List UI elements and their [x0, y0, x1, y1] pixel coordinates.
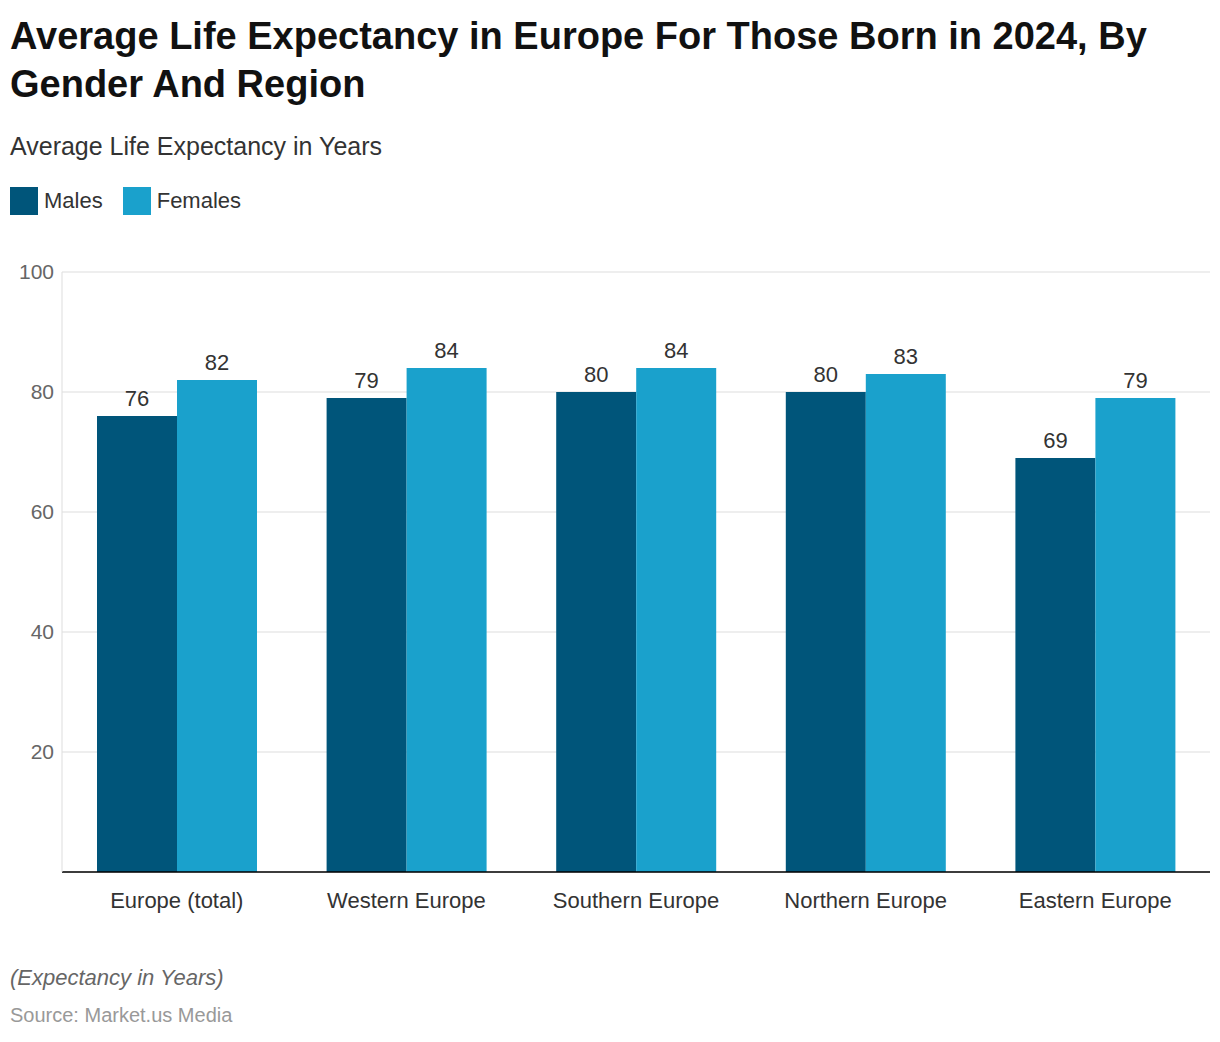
html-text:Source: Market.us Media: Source: Market.us Media — [10, 1004, 233, 1026]
svg-text:Southern Europe: Southern Europe — [553, 888, 719, 913]
html-text:Average Life Expectancy in Yea: Average Life Expectancy in Years — [10, 132, 382, 160]
svg-text:Northern Europe: Northern Europe — [784, 888, 947, 913]
html-text:Males: Males — [44, 188, 103, 213]
svg-text:Eastern Europe: Eastern Europe — [1019, 888, 1172, 913]
svg-text:79: 79 — [1123, 368, 1147, 393]
svg-text:20: 20 — [31, 740, 54, 763]
html-text:Average Life Expectancy in Eur: Average Life Expectancy in Europe For Th… — [10, 15, 1147, 105]
svg-text:40: 40 — [31, 620, 54, 643]
svg-text:60: 60 — [31, 500, 54, 523]
svg-text:Western Europe: Western Europe — [327, 888, 486, 913]
html-text:Females: Females — [156, 188, 241, 213]
svg-text:82: 82 — [205, 350, 229, 375]
svg-text:83: 83 — [894, 344, 918, 369]
svg-text:Europe (total): Europe (total) — [110, 888, 243, 913]
svg-text:80: 80 — [584, 362, 608, 387]
svg-text:79: 79 — [354, 368, 378, 393]
svg-text:84: 84 — [434, 338, 458, 363]
html-text:(Expectancy in Years): (Expectancy in Years) — [10, 965, 224, 990]
svg-text:100: 100 — [19, 260, 54, 283]
svg-text:80: 80 — [31, 380, 54, 403]
svg-text:84: 84 — [664, 338, 688, 363]
svg-text:80: 80 — [814, 362, 838, 387]
svg-text:69: 69 — [1043, 428, 1067, 453]
svg-text:76: 76 — [125, 386, 149, 411]
